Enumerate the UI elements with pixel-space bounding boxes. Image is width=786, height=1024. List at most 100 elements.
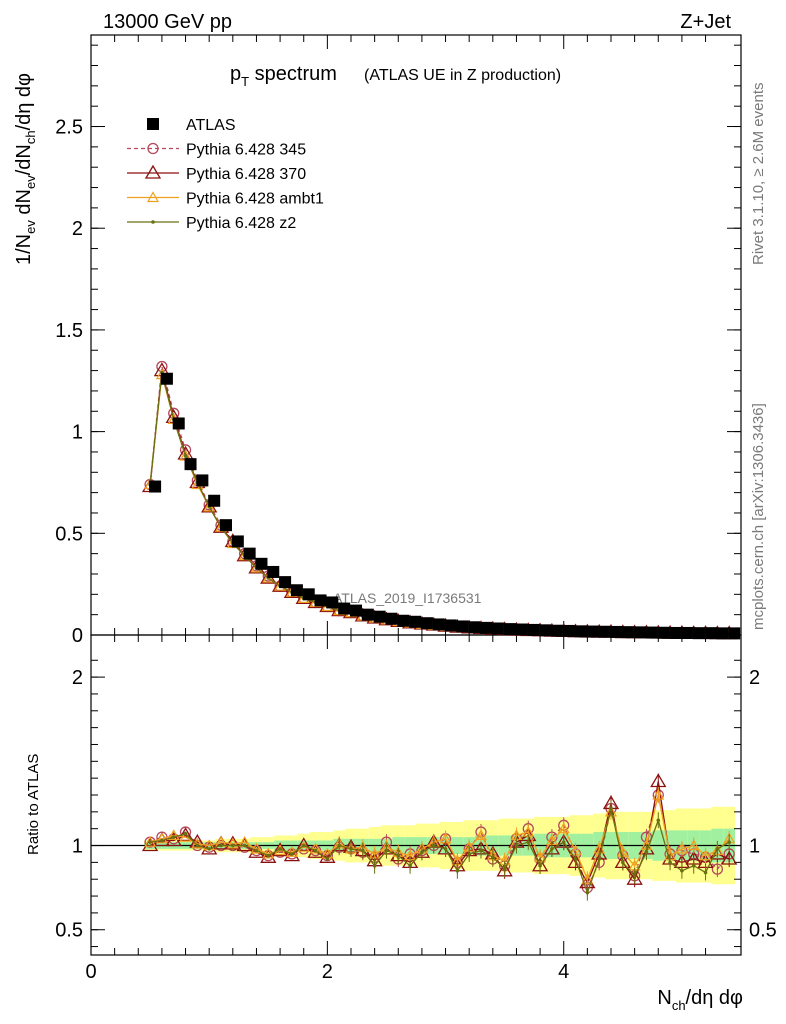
main-point-data [409, 615, 422, 628]
main-point-data [598, 625, 611, 638]
ratio-ytick-label-right: 2 [749, 667, 760, 689]
ratio-point-p370 [721, 850, 738, 865]
legend-label-p345: Pythia 6.428 345 [186, 142, 306, 159]
main-point-data [610, 625, 622, 638]
main-point-data [716, 627, 729, 640]
main-ylabel: 1/Nev dNev/dNch/dη dφ [13, 73, 38, 265]
main-point-data [208, 494, 221, 507]
ratio-point-z2 [455, 868, 460, 873]
main-ytick-label: 1 [72, 422, 83, 444]
ratio-point-z2 [561, 840, 566, 844]
legend-label-p370: Pythia 6.428 370 [186, 166, 306, 183]
ratio-point-ambt1 [309, 842, 322, 854]
main-point-data [503, 623, 516, 636]
ratio-point-z2 [266, 853, 271, 858]
main-point-data [231, 535, 244, 548]
ratio-ytick-label-right: 1 [749, 836, 760, 858]
main-point-data [680, 626, 693, 639]
main-point-data [196, 474, 209, 487]
main-point-data [704, 627, 717, 640]
ratio-point-z2 [715, 847, 720, 851]
legend: ATLAS Pythia 6.428 345 Pythia 6.428 370 Pyt… [127, 117, 324, 232]
main-point-data [657, 626, 670, 639]
ratio-point-z2 [313, 848, 318, 853]
ratio-point-z2 [609, 806, 613, 811]
ratio-line-z2 [149, 808, 730, 895]
ratio-point-z2 [431, 843, 436, 848]
legend-marker-data [147, 118, 159, 130]
plot-title: pT spectrum [230, 63, 337, 89]
main-point-data [160, 372, 173, 385]
ratio-ytick-label-right: 0.5 [749, 920, 777, 942]
main-point-data [574, 625, 587, 638]
ratio-point-z2 [195, 843, 200, 848]
ratio-point-z2 [691, 863, 696, 868]
ratio-point-z2 [301, 843, 306, 848]
ratio-point-z2 [538, 863, 542, 868]
ratio-point-z2 [361, 848, 365, 853]
ratio-point-z2 [160, 838, 164, 843]
main-point-data [385, 612, 398, 625]
ratio-point-z2 [550, 847, 554, 851]
header-left: 13000 GeV pp [103, 11, 232, 33]
axes: 00.511.522.50.5 0.51 12 20 2 4 [55, 34, 777, 983]
ratio-point-ambt1 [557, 822, 570, 834]
ratio-point-p370 [271, 842, 289, 857]
rivet-label: Rivet 3.1.10, ≥ 2.6M events [750, 83, 767, 266]
plot-title-note: (ATLAS UE in Z production) [364, 67, 561, 84]
main-point-data [255, 557, 268, 570]
xtick-label: 4 [558, 961, 569, 983]
ratio-point-z2 [254, 848, 259, 853]
ratio-point-z2 [467, 852, 471, 856]
main-point-data [290, 584, 303, 597]
ratio-point-z2 [219, 843, 223, 848]
main-point-data [539, 624, 552, 637]
xtick-label: 0 [85, 961, 96, 983]
ratio-frame [90, 634, 742, 956]
ratio-point-z2 [183, 831, 188, 836]
ratio-point-z2 [408, 863, 412, 868]
series-layer [141, 360, 741, 901]
ratio-ytick-label: 1 [72, 836, 83, 858]
ratio-point-ambt1 [652, 788, 665, 800]
ratio-point-z2 [420, 850, 424, 855]
ratio-point-ambt1 [675, 842, 688, 854]
ratio-point-z2 [325, 857, 330, 861]
main-point-data [491, 622, 504, 635]
main-point-data [350, 604, 362, 617]
ratio-point-z2 [644, 850, 649, 855]
ratio-point-z2 [514, 843, 519, 848]
ratio-point-z2 [621, 860, 625, 865]
ratio-point-z2 [632, 874, 637, 878]
main-point-data [527, 623, 540, 636]
ratio-point-z2 [526, 840, 531, 844]
main-point-data [326, 596, 339, 609]
ratio-point-z2 [278, 847, 282, 851]
main-point-data [361, 608, 374, 621]
main-point-data [267, 565, 280, 578]
main-point-data [420, 617, 433, 630]
ratio-point-z2 [656, 818, 661, 823]
ratio-point-p345 [711, 863, 724, 875]
ratio-point-p370 [295, 837, 312, 852]
main-point-data [633, 626, 646, 639]
ratio-point-z2 [585, 890, 590, 895]
ratio-point-z2 [337, 843, 341, 848]
xtick-label: 2 [322, 961, 333, 983]
ratio-point-z2 [597, 857, 601, 861]
ratio-point-z2 [668, 860, 672, 865]
ratio-point-z2 [479, 848, 483, 853]
main-point-data [149, 480, 162, 493]
main-point-data [302, 588, 315, 601]
ratio-point-z2 [573, 857, 578, 861]
main-ytick-label: 2.5 [55, 117, 83, 139]
ratio-point-z2 [491, 855, 495, 860]
xaxis-title: Nch/dη dφ [657, 987, 743, 1013]
ratio-point-ambt1 [699, 849, 712, 861]
analysis-watermark: ATLAS_2019_I1736531 [333, 590, 482, 606]
legend-label-ambt1: Pythia 6.428 ambt1 [186, 191, 324, 208]
ratio-point-z2 [502, 867, 507, 871]
main-ytick-label: 0.5 [55, 523, 83, 545]
main-point-data [220, 519, 232, 532]
main-point-data [468, 621, 481, 634]
